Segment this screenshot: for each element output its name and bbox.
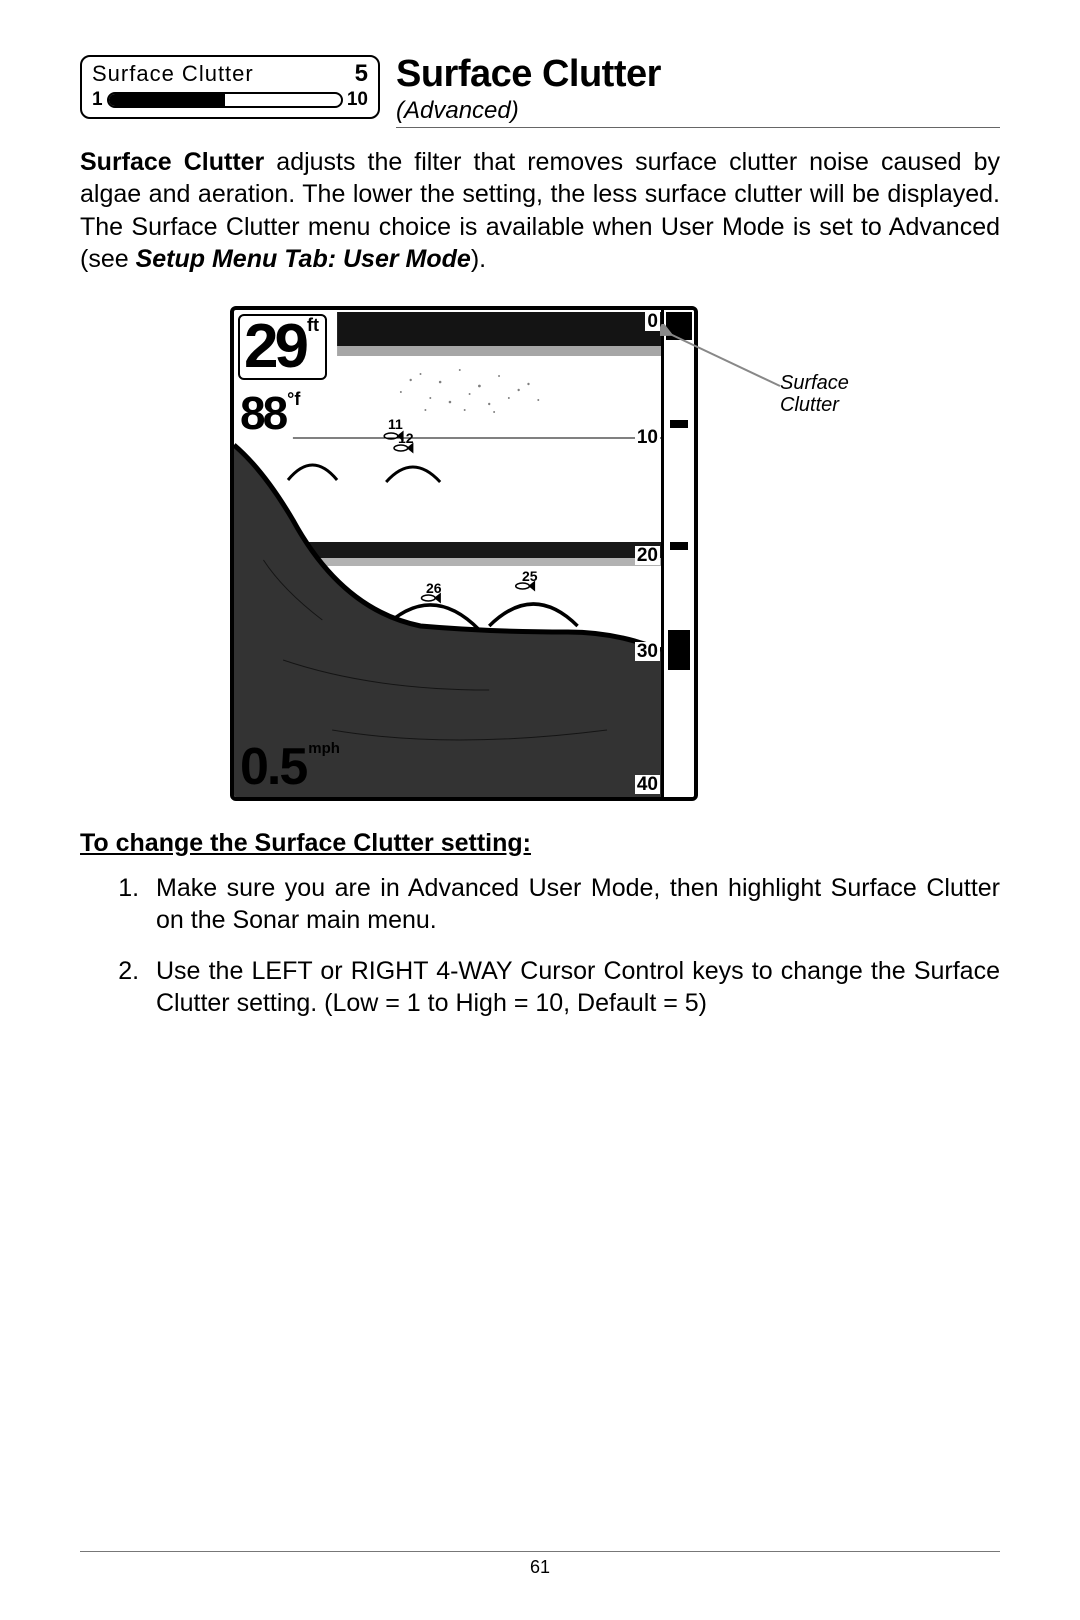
instruction-step: Use the LEFT or RIGHT 4-WAY Cursor Contr… — [146, 955, 1000, 1020]
sonar-screen: 29ft 88°f 0.5mph 010203040 11122625 — [230, 306, 698, 801]
fish-depth-label: 25 — [522, 568, 538, 584]
speed-value: 0.5 — [240, 738, 306, 796]
speed-readout: 0.5mph — [240, 741, 340, 793]
para-part2: ). — [471, 245, 486, 273]
header-row: Surface Clutter 5 1 10 Surface Clutter (… — [80, 55, 1000, 128]
menu-slider-track — [107, 92, 343, 108]
menu-max: 10 — [347, 89, 368, 111]
depth-scale-mark: 20 — [635, 546, 660, 565]
footer-rule — [80, 1551, 1000, 1552]
menu-slider-fill — [109, 94, 225, 106]
callout-label: Surface Clutter — [780, 372, 849, 416]
instructions-heading: To change the Surface Clutter setting: — [80, 829, 1000, 858]
instruction-step: Make sure you are in Advanced User Mode,… — [146, 872, 1000, 937]
page-subtitle: (Advanced) — [396, 97, 1000, 128]
fish-depth-label: 26 — [426, 580, 442, 596]
figure: 29ft 88°f 0.5mph 010203040 11122625 Surf… — [230, 306, 850, 801]
menu-setting-widget: Surface Clutter 5 1 10 — [80, 55, 380, 119]
temp-unit: °f — [287, 389, 300, 409]
depth-scale-mark: 30 — [635, 642, 660, 661]
callout-line1: Surface — [780, 372, 849, 394]
depth-scale-mark: 0 — [645, 312, 660, 331]
instructions-list: Make sure you are in Advanced User Mode,… — [146, 872, 1000, 1020]
sonar-svg — [234, 310, 661, 797]
page-number: 61 — [0, 1557, 1080, 1578]
speed-unit: mph — [308, 740, 340, 757]
depth-scale-mark: 40 — [635, 775, 660, 794]
depth-scale-mark: 10 — [635, 428, 660, 447]
para-ref: Setup Menu Tab: User Mode — [136, 245, 471, 273]
para-lead: Surface Clutter — [80, 148, 264, 176]
menu-label: Surface Clutter — [92, 62, 254, 86]
page-title: Surface Clutter — [396, 55, 1000, 95]
fish-depth-label: 12 — [398, 430, 414, 446]
temp-value: 88 — [240, 387, 285, 439]
description-paragraph: Surface Clutter adjusts the filter that … — [80, 146, 1000, 276]
callout-line2: Clutter — [780, 394, 839, 416]
menu-value: 5 — [355, 61, 368, 87]
depth-readout: 29ft — [238, 314, 327, 380]
depth-value: 29 — [244, 312, 305, 381]
title-block: Surface Clutter (Advanced) — [396, 55, 1000, 128]
callout-arrow — [660, 324, 790, 404]
sonar-main-area — [234, 310, 664, 797]
menu-min: 1 — [92, 89, 103, 111]
depth-unit: ft — [307, 315, 319, 335]
temp-readout: 88°f — [240, 390, 300, 436]
